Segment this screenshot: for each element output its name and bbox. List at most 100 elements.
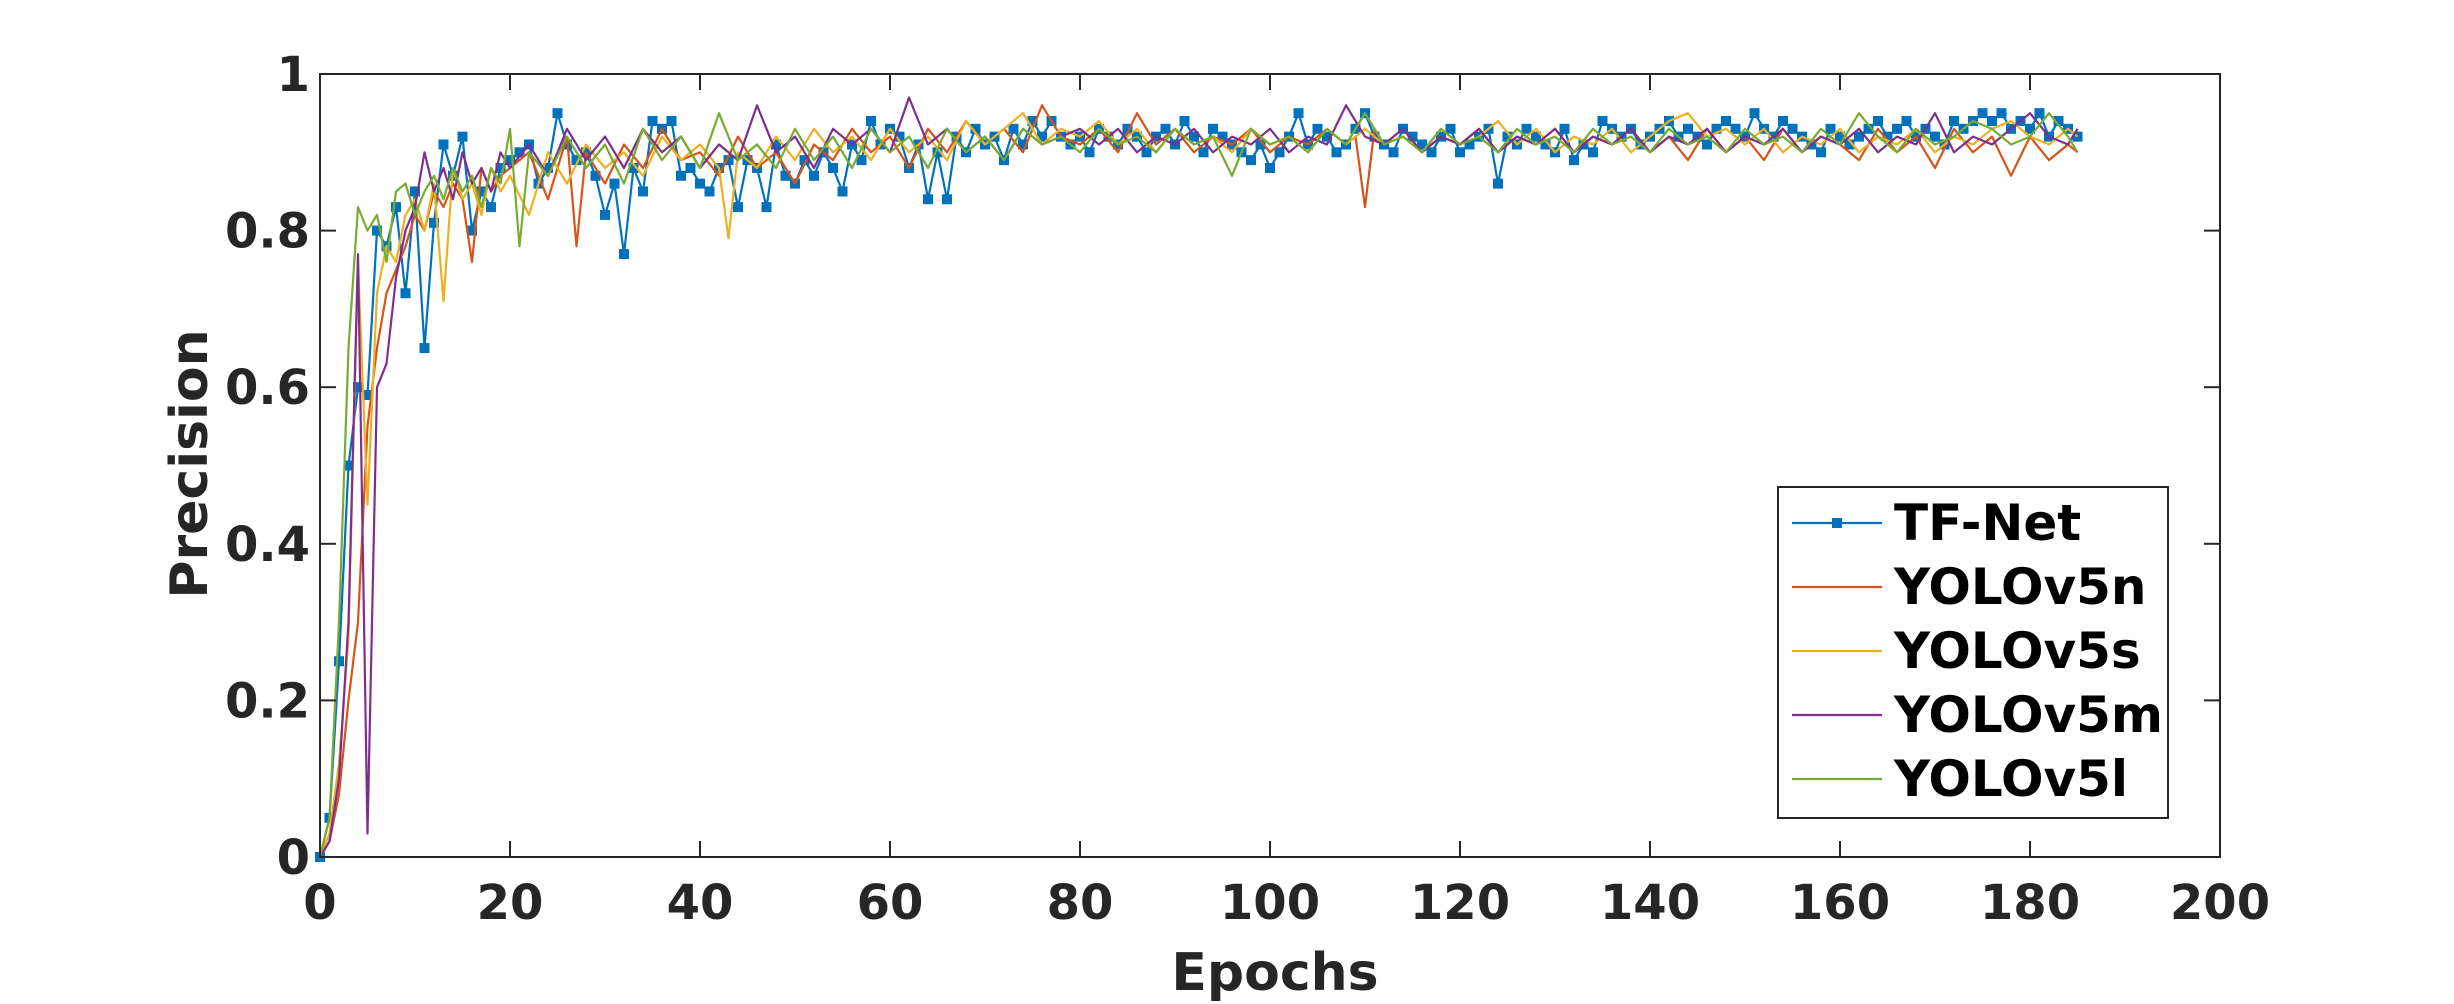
data-point-tf-net xyxy=(1122,123,1133,134)
data-point-tf-net xyxy=(1901,115,1912,126)
data-point-tf-net xyxy=(1930,131,1940,142)
x-tick-label: 80 xyxy=(1047,875,1114,931)
data-point-tf-net xyxy=(1455,147,1465,158)
data-point-tf-net xyxy=(761,202,772,213)
data-point-tf-net xyxy=(932,147,943,158)
data-point-tf-net xyxy=(1027,115,1038,126)
data-point-tf-net xyxy=(970,123,981,134)
series-line-yolov5l xyxy=(318,112,2079,858)
data-point-tf-net xyxy=(685,162,696,173)
data-point-tf-net xyxy=(1018,139,1028,150)
data-point-tf-net xyxy=(1749,108,1760,119)
x-tick-label: 0 xyxy=(303,875,336,931)
x-tick-label: 100 xyxy=(1220,875,1320,931)
data-point-tf-net xyxy=(1417,139,1427,150)
legend: TF-Net YOLOv5n YOLOv5s YOLOv5m YOLOv5l xyxy=(1777,486,2169,819)
y-tick-label: 0.4 xyxy=(225,517,310,573)
data-point-tf-net xyxy=(1597,115,1608,126)
data-point-tf-net xyxy=(894,131,905,142)
data-point-tf-net xyxy=(1502,131,1513,142)
data-point-tf-net xyxy=(666,115,677,126)
data-point-tf-net xyxy=(1265,162,1275,173)
data-point-tf-net xyxy=(799,155,810,166)
data-point-tf-net xyxy=(609,178,620,189)
data-point-tf-net xyxy=(1588,147,1598,158)
data-point-tf-net xyxy=(733,202,743,213)
data-point-tf-net xyxy=(353,382,363,393)
data-point-tf-net xyxy=(1521,123,1532,134)
y-axis-title: Precision xyxy=(160,329,220,598)
data-point-tf-net xyxy=(372,225,382,236)
x-tick-label: 40 xyxy=(667,875,734,931)
data-point-tf-net xyxy=(1711,123,1722,134)
data-point-tf-net xyxy=(1987,115,1997,126)
x-tick-label: 160 xyxy=(1790,875,1890,931)
data-point-tf-net xyxy=(1293,108,1304,119)
data-point-tf-net xyxy=(391,202,401,213)
data-point-tf-net xyxy=(457,131,468,142)
data-point-tf-net xyxy=(695,178,705,189)
data-point-tf-net xyxy=(438,139,449,150)
data-point-tf-net xyxy=(1778,115,1788,126)
data-point-tf-net xyxy=(1863,123,1874,134)
data-point-tf-net xyxy=(1730,123,1741,134)
data-point-tf-net xyxy=(2034,108,2045,119)
legend-marker-tf-net xyxy=(1832,518,1842,528)
data-point-tf-net xyxy=(704,186,715,197)
data-point-tf-net xyxy=(1008,123,1019,134)
data-point-tf-net xyxy=(942,194,952,205)
data-point-tf-net xyxy=(543,162,553,173)
legend-label-yolov5m: YOLOv5m xyxy=(1893,686,2163,744)
data-point-tf-net xyxy=(514,147,525,158)
data-point-tf-net xyxy=(723,155,734,166)
data-point-tf-net xyxy=(771,139,781,150)
data-point-tf-net xyxy=(1531,131,1541,142)
y-tick-label: 0.2 xyxy=(225,673,310,729)
data-point-tf-net xyxy=(2053,115,2064,126)
legend-label-yolov5s: YOLOv5s xyxy=(1893,622,2141,680)
data-point-tf-net xyxy=(1816,147,1826,158)
legend-box xyxy=(1777,486,2169,819)
data-point-tf-net xyxy=(400,288,411,299)
data-point-tf-net xyxy=(600,209,610,220)
data-point-tf-net xyxy=(362,390,373,401)
legend-label-yolov5l: YOLOv5l xyxy=(1893,750,2128,808)
data-point-tf-net xyxy=(1217,131,1228,142)
data-point-tf-net xyxy=(1255,139,1266,150)
y-tick-label: 0.8 xyxy=(225,204,310,260)
data-point-tf-net xyxy=(419,343,430,354)
data-point-tf-net xyxy=(1787,123,1798,134)
data-point-tf-net xyxy=(505,155,515,166)
data-point-tf-net xyxy=(619,249,629,260)
x-tick-label: 60 xyxy=(857,875,924,931)
data-point-tf-net xyxy=(1084,147,1095,158)
x-tick-label: 120 xyxy=(1410,875,1510,931)
data-point-tf-net xyxy=(1312,123,1323,134)
data-point-tf-net xyxy=(1189,131,1199,142)
data-point-tf-net xyxy=(1835,131,1845,142)
legend-label-yolov5n: YOLOv5n xyxy=(1893,558,2147,616)
data-point-tf-net xyxy=(780,170,791,181)
data-point-tf-net xyxy=(334,656,344,667)
x-tick-label: 180 xyxy=(1980,875,2080,931)
data-point-tf-net xyxy=(866,115,876,126)
data-point-tf-net xyxy=(828,162,838,173)
data-point-tf-net xyxy=(1141,147,1152,158)
data-point-tf-net xyxy=(1246,155,1256,166)
series-layer xyxy=(315,96,2083,862)
data-point-tf-net xyxy=(2072,131,2083,142)
data-point-tf-net xyxy=(1949,115,1959,126)
data-point-tf-net xyxy=(486,202,496,213)
data-point-tf-net xyxy=(1407,131,1418,142)
y-tick-label: 0.6 xyxy=(225,360,310,416)
data-point-tf-net xyxy=(923,194,933,205)
data-point-tf-net xyxy=(809,170,819,181)
data-point-tf-net xyxy=(1683,123,1693,134)
data-point-tf-net xyxy=(343,460,354,471)
x-tick-label: 140 xyxy=(1600,875,1700,931)
data-point-tf-net xyxy=(1825,123,1836,134)
data-point-tf-net xyxy=(647,115,658,126)
data-point-tf-net xyxy=(1882,131,1893,142)
x-tick-label: 200 xyxy=(2170,875,2270,931)
